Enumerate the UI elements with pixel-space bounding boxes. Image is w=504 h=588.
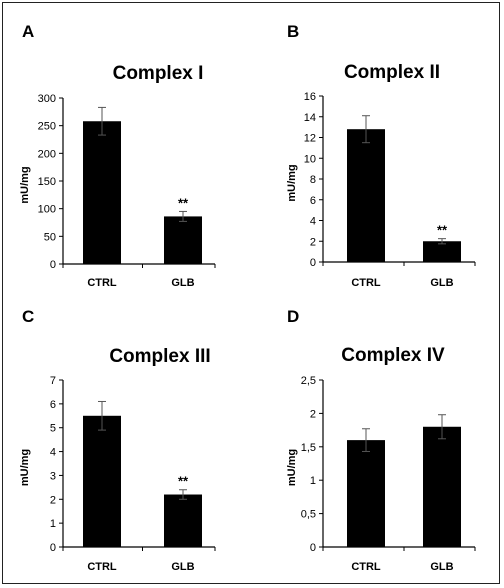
panel-d-y-tick-label: 0,5 [301,509,316,521]
panel-c-category-label: GLB [171,561,194,573]
panel-a-bar-glb [164,216,202,264]
panel-c-y-axis-label: mU/mg [19,449,31,486]
panel-c-y-tick-label: 6 [50,399,56,411]
panel-a-y-tick-label: 100 [38,204,56,216]
panel-a-category-label: GLB [171,277,194,289]
panel-c-bar-ctrl [83,415,121,547]
panel-b-bar-ctrl [347,129,385,262]
panel-c-y-tick-label: 4 [50,447,56,459]
panel-a-y-tick-label: 200 [38,148,56,160]
panel-c-y-tick-label: 1 [50,518,56,530]
panel-a-y-tick-label: 150 [38,176,56,188]
panel-c-y-tick-label: 3 [50,470,56,482]
panel-a-category-label: CTRL [87,277,117,289]
panel-c-y-tick-label: 2 [50,494,56,506]
panel-b-y-tick-label: 14 [304,112,316,124]
panel-d-category-label: CTRL [351,561,381,573]
panel-c-letter: C [22,307,34,326]
panel-d-y-tick-label: 1,5 [301,442,316,454]
panel-b-category-label: GLB [430,277,453,289]
panel-d-bar-glb [423,426,461,547]
panel-d-y-tick-label: 2 [310,408,316,420]
figure-border [2,2,500,584]
panel-d-bar-ctrl [347,440,385,547]
panel-a-y-tick-label: 50 [44,231,56,243]
panel-d-title: Complex IV [341,345,445,366]
panel-c-y-tick-label: 5 [50,423,56,435]
panel-b-title: Complex II [344,62,440,83]
panel-b-y-tick-label: 0 [310,257,316,269]
panel-c-category-label: CTRL [87,561,117,573]
panel-b-letter: B [287,22,299,41]
panel-b-bar-glb [423,241,461,262]
panel-d-y-tick-label: 2,5 [301,375,316,387]
panel-b-y-tick-label: 10 [304,153,316,165]
panel-a-significance-label: ** [178,195,189,210]
panel-a-bar-ctrl [83,121,121,265]
panel-b-y-tick-label: 12 [304,133,316,145]
panel-b-y-tick-label: 8 [310,174,316,186]
panel-b-y-tick-label: 6 [310,195,316,207]
panel-c-y-tick-label: 7 [50,375,56,387]
panel-c-bar-glb [164,494,202,547]
panel-d-y-tick-label: 0 [310,542,316,554]
panel-b-y-tick-label: 2 [310,236,316,248]
panel-b-y-tick-label: 16 [304,91,316,103]
panel-a-y-tick-label: 0 [50,259,56,271]
panel-d-letter: D [287,307,299,326]
panel-a-y-tick-label: 300 [38,93,56,105]
panel-b-y-axis-label: mU/mg [286,164,298,201]
panel-a-letter: A [22,22,34,41]
panel-b-y-tick-label: 4 [310,216,316,228]
panel-a-title: Complex I [113,63,204,84]
panel-b-category-label: CTRL [351,277,381,289]
panel-d-y-tick-label: 1 [310,475,316,487]
panel-a-y-tick-label: 250 [38,121,56,133]
panel-b-significance-label: ** [437,223,448,238]
panel-c-significance-label: ** [178,474,189,489]
panel-c-y-tick-label: 0 [50,542,56,554]
panel-c-title: Complex III [109,346,210,367]
panel-d-y-axis-label: mU/mg [286,449,298,486]
panel-a-y-axis-label: mU/mg [19,166,31,203]
panel-d-category-label: GLB [430,561,453,573]
